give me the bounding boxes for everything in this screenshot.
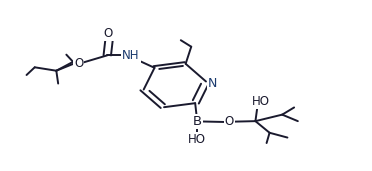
Text: O: O [74,57,83,70]
Text: O: O [225,115,234,128]
Text: NH: NH [122,49,140,62]
Text: O: O [103,27,113,40]
Text: HO: HO [188,133,206,146]
Text: B: B [192,115,202,128]
Text: HO: HO [252,95,270,108]
Text: N: N [208,77,217,90]
